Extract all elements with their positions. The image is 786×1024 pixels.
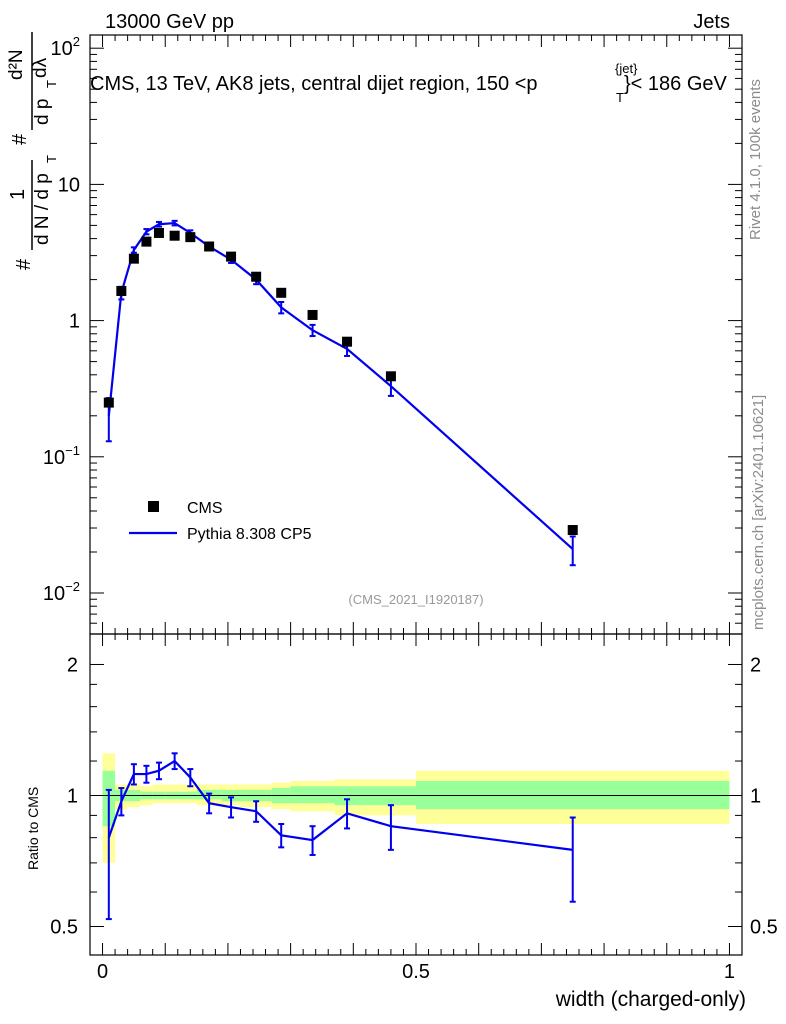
main-y-axis-label: # 1 d N / d p T # d²N d p T dλ — [6, 32, 59, 270]
title-superscript: {jet} — [615, 61, 638, 76]
analysis-id: (CMS_2021_I1920187) — [348, 592, 483, 607]
y-label-dlambda: dλ — [30, 57, 51, 78]
ratio-y-tick-label-right: 1 — [750, 785, 761, 807]
cms-data-point — [103, 397, 114, 408]
main-plot-frame — [89, 34, 743, 635]
ratio-mc-series — [105, 752, 576, 921]
ratio-y-tick-label-right: 2 — [750, 654, 761, 676]
ratio-y-tick-label-right: 0.5 — [750, 916, 778, 938]
legend-mc-label: Pythia 8.308 CP5 — [187, 526, 312, 543]
y-tick-label-base: 10 — [43, 447, 65, 469]
ratio-y-tick-label: 0.5 — [50, 916, 78, 938]
x-tick-label: 0 — [97, 961, 108, 983]
y-label-one: 1 — [7, 189, 29, 200]
cms-data-point — [567, 525, 578, 536]
cms-data-point — [116, 285, 127, 296]
legend-cms-marker — [148, 501, 159, 512]
collision-label: 13000 GeV pp — [105, 11, 234, 33]
title-subscript: T — [616, 90, 624, 105]
x-axis-label: width (charged-only) — [555, 988, 746, 1011]
y-label-dpT: d p — [32, 99, 53, 125]
mcplots-label: mcplots.cern.ch [arXiv:2401.10621] — [750, 395, 767, 630]
cms-data-point — [185, 232, 196, 243]
cms-data-point — [226, 251, 237, 262]
cms-data-point — [307, 309, 318, 320]
main-data-series — [103, 227, 578, 536]
cms-data-point — [251, 271, 262, 282]
y-tick-label: 102 — [51, 34, 80, 60]
cms-data-point — [276, 287, 287, 298]
y-tick-label: 10−1 — [43, 443, 80, 469]
legend-cms-label: CMS — [187, 500, 223, 517]
cms-data-point — [169, 230, 180, 241]
rivet-version-label: Rivet 4.1.0, 100k events — [747, 79, 764, 240]
plot-title: CMS, 13 TeV, AK8 jets, central dijet reg… — [90, 61, 728, 105]
cms-data-point — [342, 336, 353, 347]
y-tick-label: 10 — [58, 174, 80, 196]
y-tick-label-exponent: 2 — [73, 34, 80, 49]
mc-line — [107, 221, 574, 550]
y-tick-label-base: 10 — [51, 38, 73, 60]
y-label-hash-1: # — [13, 258, 35, 270]
y-label-d2N: d²N — [6, 49, 27, 80]
y-label-T-sub-1: T — [44, 155, 59, 163]
cms-data-point — [204, 241, 215, 252]
ratio-band-inner — [290, 786, 335, 804]
cms-data-point — [128, 253, 139, 264]
y-tick-label-exponent: −2 — [65, 579, 80, 594]
cms-data-point — [141, 236, 152, 247]
ratio-y-axis-label: Ratio to CMS — [25, 787, 41, 870]
x-tick-label: 0.5 — [402, 961, 430, 983]
y-label-T-sub-2: T — [44, 80, 59, 88]
y-tick-label-exponent: −1 — [65, 443, 80, 458]
x-tick-label: 1 — [724, 961, 735, 983]
cms-data-point — [153, 227, 164, 238]
ratio-y-tick-label: 1 — [67, 785, 78, 807]
title-main: CMS, 13 TeV, AK8 jets, central dijet reg… — [90, 73, 538, 95]
ratio-y-tick-label: 2 — [67, 654, 78, 676]
title-end: }< 186 GeV — [624, 73, 728, 95]
y-label-dN-dpT: d N / d p — [32, 173, 53, 245]
ratio-uncertainty-bands — [102, 753, 730, 863]
cms-data-point — [385, 371, 396, 382]
y-tick-label: 1 — [69, 311, 80, 333]
y-tick-label: 10−2 — [43, 579, 80, 605]
main-mc-series — [105, 219, 576, 567]
process-label: Jets — [693, 11, 730, 33]
legend: CMS Pythia 8.308 CP5 — [129, 500, 312, 543]
y-tick-label-base: 10 — [43, 583, 65, 605]
y-label-hash-2: # — [9, 133, 31, 145]
y-tick-label-base: 1 — [69, 311, 80, 333]
y-tick-label-base: 10 — [58, 174, 80, 196]
